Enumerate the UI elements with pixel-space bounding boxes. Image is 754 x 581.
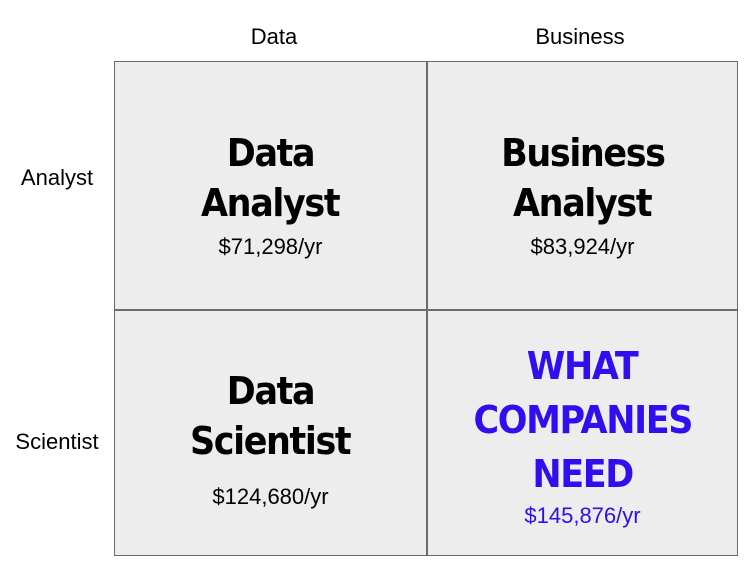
what-companies-need-salary: $145,876/yr (524, 502, 641, 528)
data-scientist-title-line1: Data (226, 368, 316, 413)
what-companies-need-title-line2: COMPANIES (473, 397, 693, 442)
cell-business-analyst: Business Analyst $83,924/yr (427, 62, 738, 309)
business-analyst-title-line1: Business (500, 130, 666, 175)
cell-data-scientist: Data Scientist $124,680/yr (115, 310, 426, 555)
data-analyst-salary: $71,298/yr (218, 233, 323, 259)
vertical-divider (426, 62, 428, 555)
data-analyst-title-line2: Analyst (201, 180, 341, 225)
what-companies-need-title-line1: WHAT (527, 343, 639, 388)
cell-data-analyst: Data Analyst $71,298/yr (115, 62, 426, 309)
row-header-analyst: Analyst (20, 165, 94, 190)
what-companies-need-title-line3: NEED (532, 451, 634, 496)
column-header-business: Business (535, 24, 625, 49)
data-scientist-title-line2: Scientist (190, 418, 352, 463)
business-analyst-salary: $83,924/yr (530, 233, 635, 259)
data-analyst-title-line1: Data (226, 130, 316, 175)
cell-what-companies-need: WHAT COMPANIES NEED $145,876/yr (427, 310, 738, 555)
row-header-scientist: Scientist (15, 429, 99, 454)
data-scientist-salary: $124,680/yr (212, 483, 329, 509)
role-matrix: Data Analyst $71,298/yr Business Analyst… (114, 61, 738, 556)
column-header-data: Data (250, 24, 298, 49)
business-analyst-title-line2: Analyst (513, 180, 653, 225)
horizontal-divider (115, 309, 737, 311)
